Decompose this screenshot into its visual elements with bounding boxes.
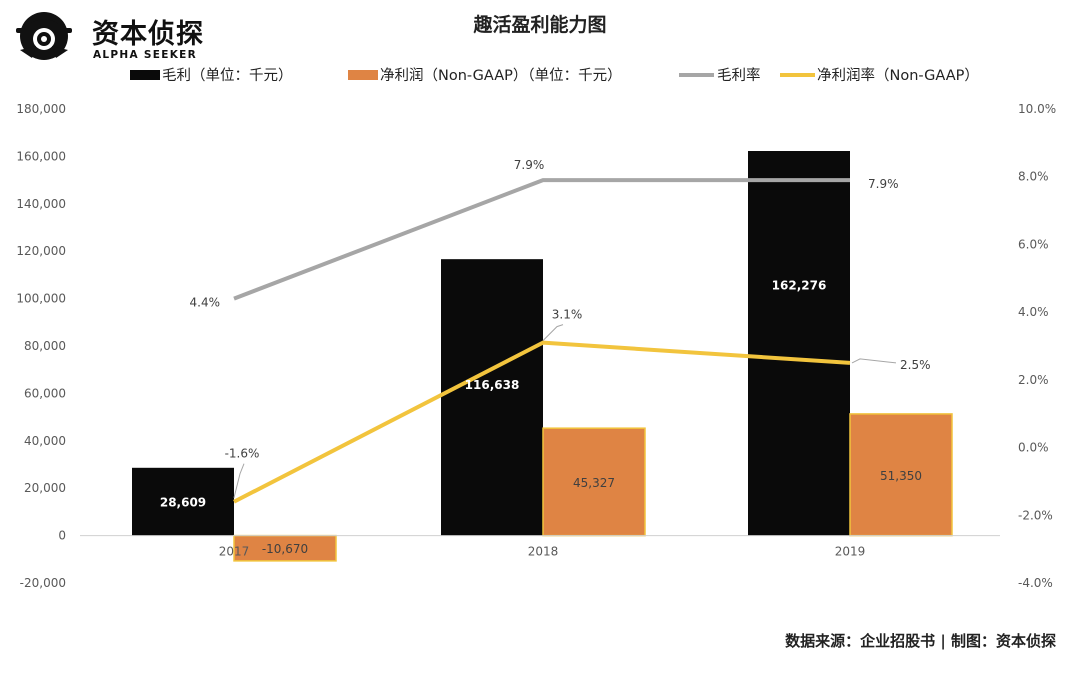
right-tick-label: 6.0% — [1018, 237, 1049, 251]
left-tick-label: 160,000 — [16, 149, 66, 163]
left-tick-label: 40,000 — [24, 434, 66, 448]
left-tick-label: 120,000 — [16, 244, 66, 258]
legend-label: 毛利率 — [717, 67, 761, 84]
net-margin-label: 2.5% — [900, 358, 931, 372]
gross-profit-label: 28,609 — [160, 496, 206, 510]
net-margin-label: -1.6% — [225, 447, 260, 461]
data-labels: 28,609 116,638 162,276 -10,670 45,327 51,350 4… — [160, 158, 931, 556]
net-margin-label: 3.1% — [552, 308, 583, 322]
logo-name-cn: 资本侦探 — [92, 19, 204, 50]
right-tick-label: 4.0% — [1018, 305, 1049, 319]
legend-label: 净利润率（Non-GAAP） — [817, 67, 979, 84]
x-tick-label: 2017 — [219, 545, 250, 559]
net-margin-leader — [851, 358, 897, 364]
gross-profit-bar — [441, 259, 543, 536]
gross-profit-label: 116,638 — [465, 378, 520, 392]
net-profit-label: 51,350 — [880, 469, 922, 483]
right-tick-label: 0.0% — [1018, 441, 1049, 455]
x-tick-label: 2018 — [528, 545, 559, 559]
legend-label: 净利润（Non-GAAP）（单位：千元） — [380, 67, 622, 84]
source-note: 数据来源：企业招股书 | 制图：资本侦探 — [785, 632, 1056, 650]
left-tick-label: 100,000 — [16, 292, 66, 306]
right-tick-label: -4.0% — [1018, 576, 1053, 590]
bars — [132, 151, 953, 562]
right-axis: -4.0% -2.0% 0.0% 2.0% 4.0% 6.0% 8.0% 10.0% — [1018, 102, 1056, 590]
right-tick-label: 10.0% — [1018, 102, 1056, 116]
logo-name-en: ALPHA SEEKER — [93, 49, 197, 61]
x-tick-label: 2019 — [835, 545, 866, 559]
net-profit-label: -10,670 — [262, 542, 308, 556]
legend: 毛利（单位：千元） 净利润（Non-GAAP）（单位：千元） 毛利率 净利润率（Non… — [130, 67, 979, 84]
gross-margin-line — [233, 178, 850, 301]
net-profit-bar — [233, 534, 337, 562]
detective-logo-icon — [16, 12, 72, 60]
net-profit-bar — [542, 427, 646, 537]
left-tick-label: 0 — [58, 529, 66, 543]
legend-swatch — [130, 70, 160, 80]
net-profit-label: 45,327 — [573, 476, 615, 490]
lines — [233, 178, 851, 504]
left-axis: -20,000 0 20,000 40,000 60,000 80,000 100,000 1… — [16, 102, 66, 590]
right-tick-label: 2.0% — [1018, 373, 1049, 387]
left-tick-label: 180,000 — [16, 102, 66, 116]
x-axis: 2017 2018 2019 — [219, 545, 866, 559]
chart-title: 趣活盈利能力图 — [473, 14, 607, 36]
net-profit-bar — [849, 413, 953, 537]
left-tick-label: -20,000 — [20, 576, 66, 590]
logo: 资本侦探 ALPHA SEEKER — [12, 6, 212, 62]
gross-margin-label: 7.9% — [514, 158, 545, 172]
left-tick-label: 60,000 — [24, 386, 66, 400]
gross-profit-bar — [748, 151, 850, 536]
gross-profit-bar — [132, 467, 234, 536]
gross-margin-label: 4.4% — [190, 296, 221, 310]
right-tick-label: 8.0% — [1018, 170, 1049, 184]
gross-profit-label: 162,276 — [772, 278, 827, 292]
legend-label: 毛利（单位：千元） — [162, 67, 293, 84]
net-margin-leader — [542, 324, 564, 341]
left-tick-label: 20,000 — [24, 481, 66, 495]
legend-swatch — [348, 70, 378, 80]
left-tick-label: 80,000 — [24, 339, 66, 353]
gross-margin-label: 7.9% — [868, 177, 899, 191]
net-margin-line — [233, 340, 851, 504]
right-tick-label: -2.0% — [1018, 508, 1053, 522]
left-tick-label: 140,000 — [16, 197, 66, 211]
net-margin-leader — [233, 463, 245, 498]
